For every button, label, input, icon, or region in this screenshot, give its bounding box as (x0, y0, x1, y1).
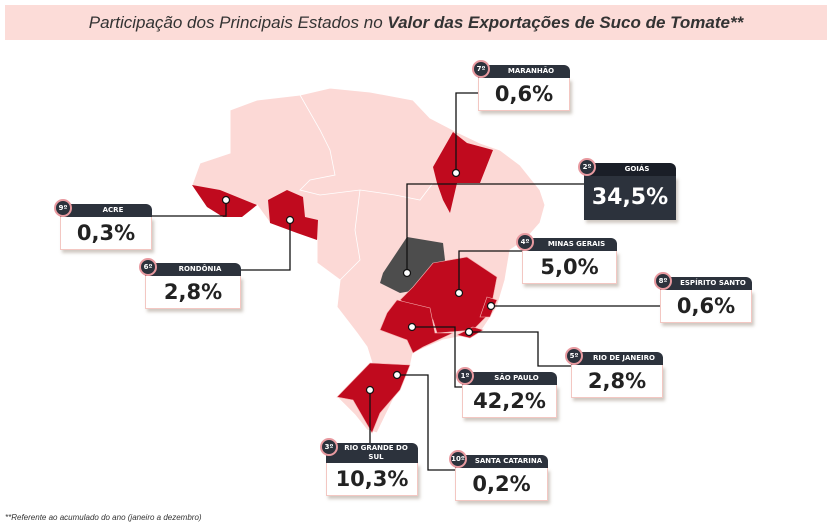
rank-badge: 2º (578, 158, 596, 176)
state-name: MARANHÃO (478, 65, 570, 78)
leader-lines (152, 92, 660, 471)
callout-sao-paulo: 1º SÃO PAULO 42,2% (456, 367, 557, 418)
state-name: RONDÔNIA (145, 263, 241, 276)
state-value: 5,0% (522, 251, 617, 284)
rank-badge: 10º (449, 450, 467, 468)
state-rondonia (268, 190, 318, 240)
rank-badge: 9º (54, 199, 72, 217)
callout-espirito-santo: 8º ESPÍRITO SANTO 0,6% (654, 272, 752, 323)
state-value: 42,2% (462, 385, 557, 418)
callout-santa-catarina: 10º SANTA CATARINA 0,2% (449, 450, 548, 501)
title-bold: Valor das Exportações de Suco de Tomate*… (387, 13, 744, 32)
state-name: GOIÁS (584, 163, 676, 176)
state-markers (221, 168, 496, 395)
rank-badge: 6º (139, 258, 157, 276)
callout-rondonia: 6º RONDÔNIA 2,8% (139, 258, 241, 309)
rank-badge: 4º (516, 233, 534, 251)
rank-badge: 8º (654, 272, 672, 290)
state-value: 10,3% (326, 463, 418, 496)
footnote: **Referente ao acumulado do ano (janeiro… (5, 513, 202, 522)
rank-badge: 7º (472, 60, 490, 78)
state-value: 0,6% (478, 78, 570, 111)
rank-badge: 5º (565, 347, 583, 365)
state-value: 0,6% (660, 290, 752, 323)
callout-rio-grande-do-sul: 3º RIO GRANDE DO SUL 10,3% (320, 438, 418, 496)
state-maranhao (433, 132, 493, 213)
state-value: 2,8% (145, 276, 241, 309)
state-name: ESPÍRITO SANTO (660, 277, 752, 290)
state-name: RIO DE JANEIRO (571, 352, 663, 365)
state-name: SÃO PAULO (462, 372, 557, 385)
rank-badge: 1º (456, 367, 474, 385)
callout-acre: 9º ACRE 0,3% (54, 199, 152, 250)
chart-title: Participação dos Principais Estados no V… (5, 5, 827, 40)
callout-rio-de-janeiro: 5º RIO DE JANEIRO 2,8% (565, 347, 663, 398)
state-value: 0,3% (60, 217, 152, 250)
state-value: 0,2% (455, 468, 548, 501)
callout-maranhao: 7º MARANHÃO 0,6% (472, 60, 570, 111)
title-regular: Participação dos Principais Estados no (88, 13, 388, 32)
state-name: RIO GRANDE DO SUL (326, 443, 418, 463)
state-rio-grande-do-sul (336, 362, 411, 434)
callout-goias: 2º GOIÁS 34,5% (578, 158, 676, 220)
state-name: MINAS GERAIS (522, 238, 617, 251)
state-name: ACRE (60, 204, 152, 217)
state-name: SANTA CATARINA (455, 455, 548, 468)
state-value: 2,8% (571, 365, 663, 398)
rank-badge: 3º (320, 438, 338, 456)
state-value: 34,5% (584, 176, 676, 220)
callout-minas-gerais: 4º MINAS GERAIS 5,0% (516, 233, 617, 284)
